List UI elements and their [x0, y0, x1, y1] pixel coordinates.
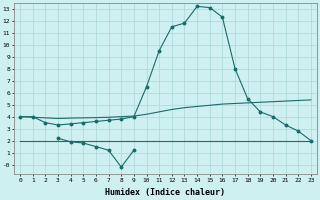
X-axis label: Humidex (Indice chaleur): Humidex (Indice chaleur): [106, 188, 226, 197]
